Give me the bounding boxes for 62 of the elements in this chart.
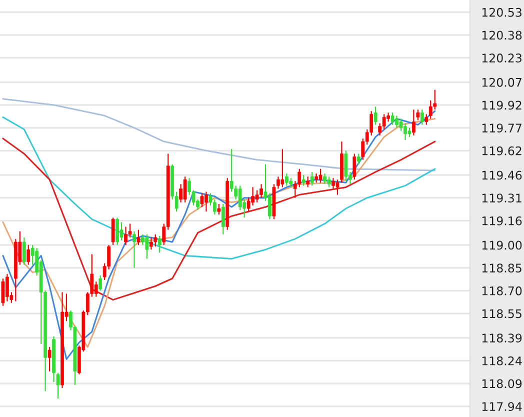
y-tick-label: 119.46: [482, 170, 522, 180]
candlestick: [284, 172, 288, 186]
candlestick: [344, 150, 348, 182]
candlestick: [221, 203, 225, 235]
candlestick: [26, 244, 30, 266]
candlestick: [22, 236, 26, 266]
candlestick: [230, 148, 234, 192]
candlestick: [289, 178, 293, 188]
candlestick: [149, 236, 153, 250]
candlestick: [217, 203, 221, 216]
candlestick: [98, 274, 102, 292]
candlestick: [318, 168, 322, 184]
candlestick: [306, 176, 310, 188]
y-tick-label: 118.70: [482, 286, 522, 296]
candlestick: [356, 153, 360, 165]
candlestick: [212, 198, 216, 216]
candlestick: [390, 112, 394, 126]
candlestick: [336, 179, 340, 196]
y-tick-label: 120.53: [482, 8, 522, 17]
candlestick: [412, 109, 416, 136]
candlestick: [428, 100, 432, 120]
candlestick: [120, 222, 124, 242]
y-tick-label: 118.09: [482, 379, 522, 388]
candlestick: [420, 109, 424, 126]
y-tick-label: 119.62: [482, 146, 522, 156]
candlestick: [352, 153, 356, 180]
candlestick: [145, 234, 149, 260]
y-tick-label: 119.16: [482, 216, 522, 226]
y-tick-label: 118.55: [482, 309, 522, 318]
y-tick-label: 118.85: [482, 264, 522, 273]
line-series: [2, 138, 436, 301]
candlestick: [416, 109, 420, 121]
y-tick-label: 118.39: [482, 334, 522, 343]
y-tick-label: 118.24: [482, 356, 522, 366]
y-tick-label: 119.00: [482, 240, 522, 250]
candlestick: [424, 114, 428, 126]
y-tick-label: 120.38: [482, 30, 522, 40]
candlestick: [154, 234, 158, 248]
y-tick-label: 119.31: [482, 194, 522, 202]
candlestick: [183, 176, 187, 203]
candlestick: [1, 278, 5, 306]
candlestick: [238, 185, 242, 211]
line-series: [2, 116, 436, 260]
y-tick-label: 120.07: [482, 78, 522, 87]
candlestick: [327, 176, 331, 188]
candlestick: [302, 174, 306, 186]
y-tick-label: 120.23: [482, 54, 522, 62]
y-tick-label: 119.77: [482, 124, 522, 132]
candlestick: [48, 346, 52, 372]
candlestick: [280, 148, 284, 188]
candlestick: [200, 192, 204, 208]
candlestick: [141, 234, 144, 246]
candlestick: [132, 230, 136, 268]
candlestick: [374, 106, 378, 126]
candlestick: [298, 168, 302, 188]
candlestick: [136, 229, 140, 246]
y-tick-label: 117.94: [482, 402, 522, 411]
candlestick: [310, 171, 314, 186]
candlestick: [408, 127, 412, 138]
candlestick: [111, 217, 115, 246]
candlestick: [158, 235, 162, 254]
y-tick-label: 119.92: [482, 100, 522, 110]
